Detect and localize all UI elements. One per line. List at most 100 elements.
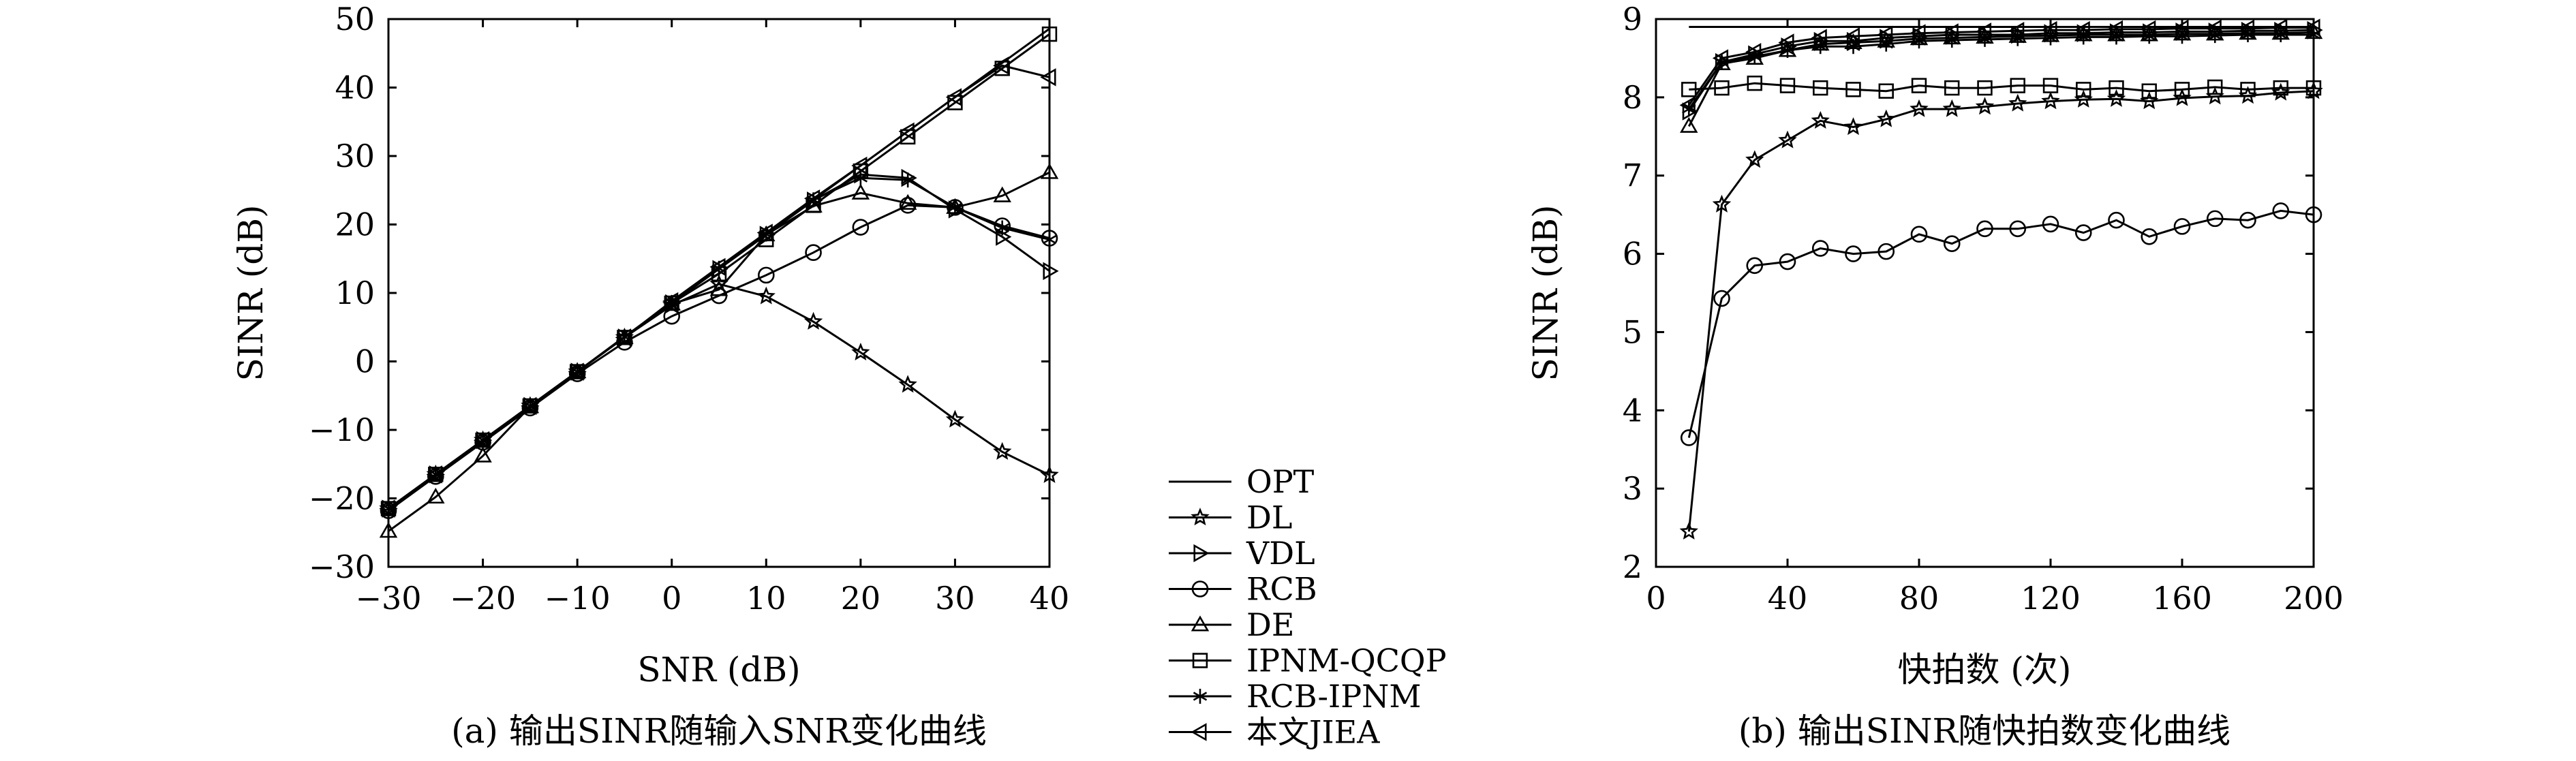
chart-a-data-point [993, 57, 1009, 75]
chart-b-data-point [1779, 78, 1796, 93]
legend-entry-4: DE [1169, 606, 1294, 643]
chart-b-data-point [2238, 86, 2258, 104]
legend-entry-2: VDL [1169, 535, 1315, 572]
chart-b-data-point [1942, 99, 1961, 117]
chart-a-xtick-label: 40 [1030, 580, 1070, 617]
chart-b-series-line [1689, 82, 2314, 93]
chart-b-xtick-label: 200 [2284, 580, 2344, 617]
chart-a-data-point [899, 197, 917, 214]
chart-a-ylabel: SINR (dB) [231, 204, 271, 381]
chart-a-data-point [429, 465, 445, 484]
chart-b-data-point [1845, 82, 1861, 97]
chart-b-ylabel: SINR (dB) [1526, 204, 1565, 381]
chart-a-data-point [898, 193, 917, 210]
chart-b-xlabel: 快拍数 (次) [1898, 650, 2072, 689]
legend-label: RCB-IPNM [1246, 678, 1422, 715]
chart-a-xtick-label: −30 [355, 580, 421, 617]
chart-a-data-point [1042, 232, 1057, 247]
chart-b-data-point [1975, 97, 1995, 115]
chart-a-data-point [379, 499, 395, 518]
chart-b-data-point [2238, 19, 2255, 38]
chart-a-data-point [521, 397, 537, 416]
chart-b-data-point [2208, 28, 2222, 44]
chart-b-data-point [2141, 83, 2157, 99]
chart-b-data-point [1878, 83, 1894, 99]
chart-a-data-point [1040, 465, 1059, 483]
chart-a-data-point [995, 220, 1009, 236]
chart-b-data-point [1780, 42, 1795, 58]
chart-a-series-line [388, 283, 1050, 510]
chart-b-data-point [2076, 82, 2091, 97]
chart-b-data-point [2074, 20, 2090, 40]
chart-b-ytick-label: 7 [1623, 157, 1642, 194]
chart-b-series-1 [1679, 81, 2323, 540]
chart-b-series-4 [1680, 22, 2323, 133]
chart-a-data-point [379, 522, 398, 538]
chart-a-data-point [898, 375, 917, 393]
chart-a-series-3 [380, 197, 1058, 519]
chart-b-data-point [2109, 29, 2123, 45]
chart-b-data-point [2206, 210, 2224, 228]
chart-a-ytick-label: −10 [309, 411, 375, 448]
legend-label: RCB [1246, 571, 1317, 608]
chart-a-series-line [388, 64, 1050, 510]
chart-a-data-point [852, 219, 870, 236]
chart-a-data-point [851, 343, 870, 361]
chart-a-data-point [709, 258, 726, 277]
chart-b-data-point [1877, 109, 1896, 127]
chart-a-data-point [757, 266, 775, 284]
chart-a-data-point [1040, 163, 1059, 179]
chart-b-data-point [2175, 29, 2190, 44]
chart-a-data-point [945, 409, 965, 428]
chart-b-data-point [1943, 235, 1961, 252]
chart-b-data-point [1911, 78, 1927, 93]
chart-a-data-point [803, 311, 823, 330]
legend-entry-6: RCB-IPNM [1169, 678, 1422, 715]
chart-b-data-point [2205, 19, 2222, 38]
chart-b-data-point [2108, 211, 2125, 229]
chart-a-data-point [900, 172, 915, 188]
legend-entry-7: 本文JIEA [1169, 714, 1380, 751]
chart-b-data-point [1745, 42, 1762, 61]
chart-b-data-point [1712, 49, 1729, 67]
chart-b-series-group [1679, 18, 2323, 540]
chart-a-data-point [473, 431, 490, 450]
chart-b-data-point [1811, 29, 1827, 47]
chart-a-ytick-label: 20 [335, 206, 375, 243]
chart-b-data-point [1944, 80, 1960, 96]
chart-b-data-point [2074, 224, 2092, 241]
chart-b-data-point [2239, 211, 2256, 229]
legend-label: OPT [1246, 463, 1315, 500]
chart-b-data-point [1681, 82, 1697, 97]
chart-b-data-point [2041, 91, 2060, 110]
chart-b-data-point [2010, 78, 2025, 93]
chart-b-data-point [2241, 27, 2255, 42]
legend-entry-1: DL [1169, 499, 1292, 536]
chart-a-data-point [1040, 68, 1056, 87]
legend-marker [1191, 723, 1207, 741]
legend-marker [1193, 544, 1210, 563]
legend-entry-0: OPT [1169, 463, 1315, 500]
legend-label: DE [1246, 606, 1294, 643]
chart-a-data-point [851, 183, 870, 200]
chart-a-xtick-label: 10 [746, 580, 786, 617]
chart-a-series-line [388, 171, 1050, 532]
chart-b-ytick-label: 9 [1623, 1, 1642, 37]
chart-a-series-4 [379, 163, 1059, 538]
chart-a-caption: (a) 输出SINR随输入SNR变化曲线 [451, 711, 987, 751]
chart-b-data-point [2140, 91, 2159, 110]
chart-b-data-point [2043, 30, 2058, 46]
chart-b-data-point [1779, 253, 1796, 270]
chart-a-data-point [709, 280, 729, 296]
chart-b-data-point [1747, 75, 1762, 91]
chart-b-data-point [2271, 82, 2290, 101]
chart-b-data-point [2106, 20, 2123, 39]
chart-a-data-point [476, 431, 493, 450]
chart-a-ytick-label: 30 [335, 138, 375, 174]
chart-b-data-point [2041, 20, 2057, 40]
chart-b-data-point [1712, 194, 1732, 213]
chart-a-ticks: −30 −20 −10 0 10 20 30 40 −30 −20 −10 0 10 20 30 40 50 [309, 1, 1069, 617]
legend-entry-5: IPNM-QCQP [1169, 642, 1447, 679]
chart-b-ytick-label: 6 [1623, 236, 1642, 273]
chart-a-data-point [803, 189, 821, 208]
